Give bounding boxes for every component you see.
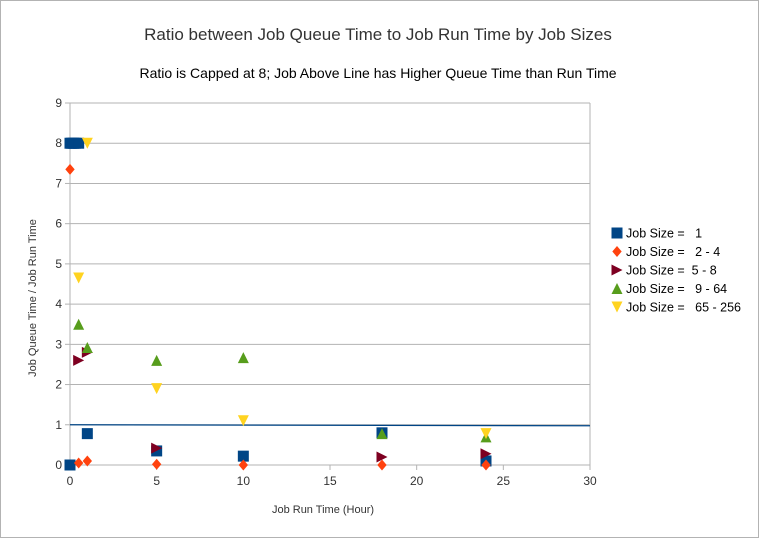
data-point	[481, 459, 491, 471]
y-tick-label: 9	[55, 96, 62, 110]
x-tick-label: 15	[323, 474, 337, 488]
data-point	[73, 137, 85, 149]
y-tick-label: 4	[55, 297, 62, 311]
reference-line	[69, 424, 591, 427]
data-point	[81, 428, 93, 440]
x-tick-label: 10	[237, 474, 251, 488]
x-tick-label: 30	[583, 474, 597, 488]
series-5	[73, 137, 492, 440]
x-tick-label: 5	[153, 474, 160, 488]
data-point	[376, 451, 388, 463]
data-point	[237, 352, 249, 364]
y-tick-label: 1	[55, 418, 62, 432]
data-point	[73, 457, 84, 469]
data-point	[480, 448, 492, 460]
data-point	[73, 272, 85, 284]
chart-subtitle: Ratio is Capped at 8; Job Above Line has…	[139, 65, 616, 81]
y-tick-label: 0	[55, 458, 62, 472]
series-2	[65, 163, 491, 471]
y-tick-label: 3	[55, 337, 62, 351]
data-point	[151, 445, 163, 457]
legend-marker	[611, 227, 623, 239]
tick-labels: 0 1 2 3 4 5 6 7 8 9 0 5 10 15 20 25 30	[55, 96, 597, 488]
data-point	[73, 318, 85, 330]
data-point	[73, 354, 85, 366]
data-point	[81, 342, 93, 354]
legend-label: Job Size = 65 - 256	[626, 301, 741, 315]
x-tick-label: 20	[410, 474, 424, 488]
data-point	[377, 459, 387, 471]
legend-label: Job Size = 5 - 8	[626, 264, 717, 278]
data-point	[82, 455, 93, 467]
data-point	[238, 459, 249, 471]
legend-marker	[612, 246, 622, 257]
data-point	[151, 383, 163, 395]
y-tick-label: 8	[55, 136, 62, 150]
data-point	[237, 450, 249, 462]
data-point	[237, 415, 249, 427]
data-point	[151, 458, 162, 470]
series-4	[73, 318, 492, 443]
data-point	[81, 137, 93, 149]
y-tick-label: 5	[55, 257, 62, 271]
y-tick-label: 2	[55, 378, 62, 392]
x-tick-label: 0	[67, 474, 74, 488]
axes	[65, 102, 591, 470]
data-point	[151, 354, 163, 366]
data-point	[151, 442, 163, 454]
data-point	[480, 428, 492, 440]
data-point	[65, 163, 75, 175]
legend-label: Job Size = 9 - 64	[626, 282, 727, 296]
legend-label: Job Size = 1	[626, 227, 702, 241]
legend: Job Size = 1 Job Size = 2 - 4 Job Size = 5…	[611, 227, 741, 315]
gridlines	[70, 102, 590, 466]
legend-marker	[611, 283, 623, 294]
legend-marker	[611, 264, 623, 276]
x-tick-label: 25	[497, 474, 511, 488]
series-3	[73, 346, 492, 463]
chart-title: Ratio between Job Queue Time to Job Run …	[144, 25, 612, 44]
reference-line-group	[69, 424, 591, 427]
y-axis-label: Job Queue Time / Job Run Time	[27, 219, 39, 377]
x-axis-label: Job Run Time (Hour)	[272, 504, 374, 516]
y-tick-label: 6	[55, 217, 62, 231]
data-point	[64, 459, 76, 471]
data-points	[64, 137, 492, 471]
y-tick-label: 7	[55, 176, 62, 190]
data-point	[376, 428, 388, 440]
legend-label: Job Size = 2 - 4	[626, 245, 720, 259]
legend-marker	[611, 301, 623, 313]
